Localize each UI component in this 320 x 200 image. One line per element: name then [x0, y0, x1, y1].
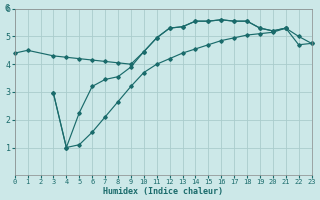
- X-axis label: Humidex (Indice chaleur): Humidex (Indice chaleur): [103, 187, 223, 196]
- Text: 6: 6: [4, 4, 9, 13]
